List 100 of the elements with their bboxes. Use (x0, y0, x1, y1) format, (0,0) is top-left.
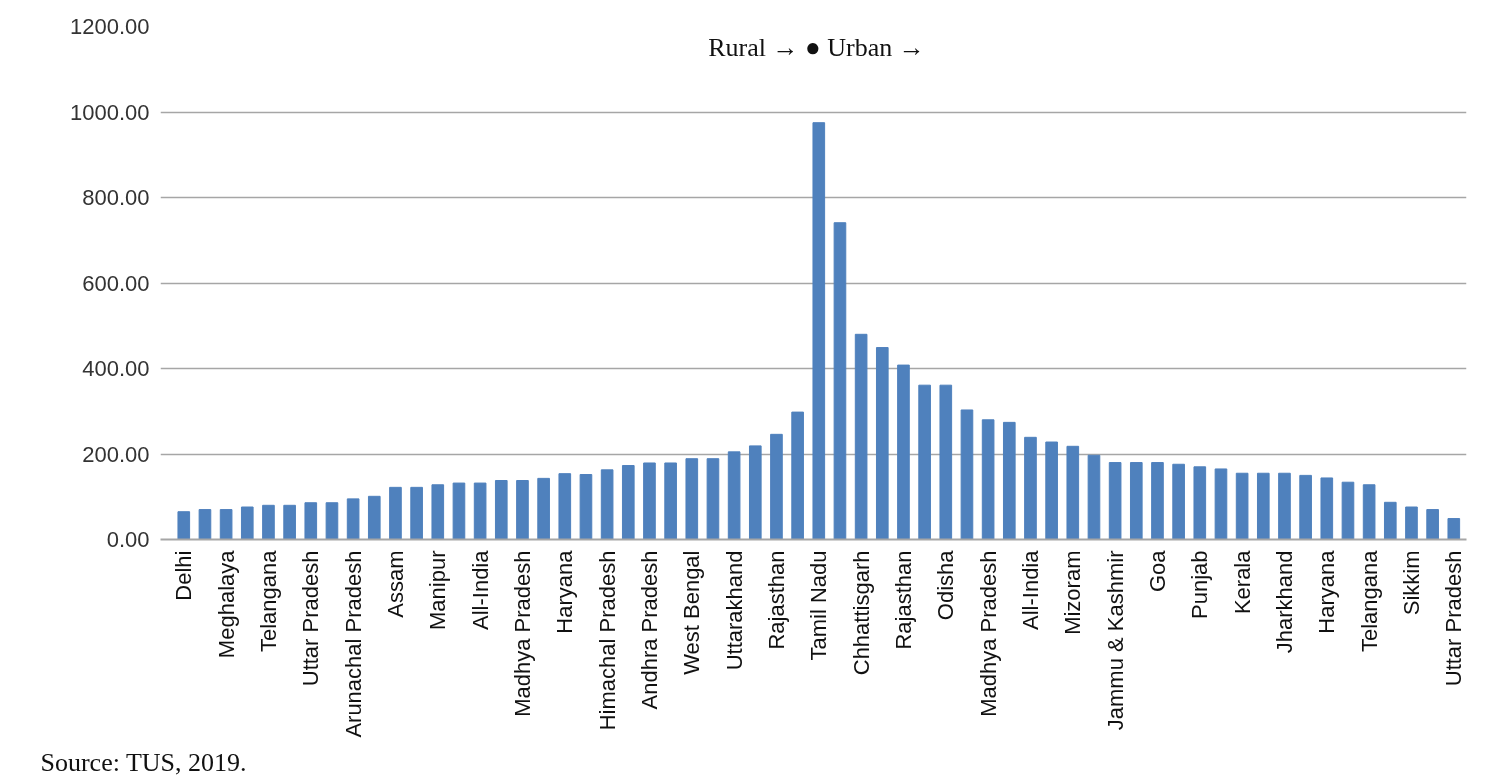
x-tick-label: Madhya Pradesh (509, 550, 535, 717)
bar (494, 480, 508, 540)
bar (1108, 462, 1122, 540)
y-tick-label: 600.00 (82, 270, 150, 296)
bar (240, 506, 254, 540)
x-tick-label: Haryana (1314, 549, 1340, 634)
bar (1151, 462, 1164, 540)
bar (1362, 484, 1376, 540)
bar (1172, 463, 1185, 540)
bar (410, 486, 423, 540)
x-tick-label: Mizoram (1060, 550, 1086, 635)
bar (770, 433, 783, 540)
x-tick-label: Delhi (171, 550, 197, 601)
bar (727, 451, 741, 540)
annotation: Rural → ● Urban → (708, 33, 925, 63)
bar (367, 495, 381, 540)
bar (1129, 462, 1143, 540)
bar (854, 333, 868, 540)
bar (643, 462, 656, 540)
bar (1320, 477, 1334, 540)
x-tick-label: Odisha (933, 549, 959, 621)
bar (262, 504, 275, 540)
bar (558, 473, 572, 540)
bar (981, 419, 995, 540)
bar (1405, 506, 1418, 540)
x-tick-label: Goa (1144, 549, 1170, 593)
bar (431, 484, 445, 540)
bar (304, 502, 318, 540)
bar (791, 411, 804, 540)
x-tick-label: Assam (382, 550, 408, 618)
bar (1341, 481, 1355, 540)
x-tick-label: Jammu & Kashmir (1102, 550, 1128, 731)
y-tick-label: 400.00 (82, 356, 150, 381)
x-tick-label: Chhattisgarh (848, 550, 874, 676)
bar (706, 458, 720, 540)
y-tick-label: 800.00 (82, 185, 150, 210)
bar (621, 465, 635, 540)
bar (283, 504, 296, 540)
bar (1383, 501, 1397, 540)
bar (600, 469, 614, 540)
bar (875, 347, 889, 540)
x-tick-label: Madhya Pradesh (975, 550, 1001, 717)
bar (177, 511, 191, 540)
x-tick-label: Rajasthan (763, 550, 789, 650)
x-tick-label: West Bengal (679, 550, 705, 675)
x-tick-label: Himachal Pradesh (594, 550, 620, 731)
y-tick-label: 200.00 (82, 441, 150, 467)
bar (833, 222, 847, 540)
x-tick-label: Rajasthan (890, 550, 916, 650)
x-tick-label: Uttarakhand (721, 550, 747, 671)
y-tick-label: 0.00 (106, 527, 150, 552)
bar (812, 122, 826, 540)
bar (918, 384, 931, 540)
x-tick-label: All-India (1017, 549, 1043, 630)
x-tick-label: Andhra Pradesh (636, 550, 662, 710)
x-tick-label: Manipur (425, 550, 451, 630)
x-tick-label: Arunachal Pradesh (340, 550, 366, 738)
x-tick-label: Telangana (255, 549, 281, 653)
bar (1193, 466, 1207, 540)
bar (1087, 454, 1101, 540)
y-tick-label: 1200.00 (69, 14, 150, 39)
bar (1278, 472, 1291, 540)
bar (389, 486, 402, 540)
bar (664, 462, 677, 540)
bar (219, 509, 233, 540)
bar (537, 477, 550, 540)
bar (960, 409, 974, 540)
bar (473, 482, 487, 540)
bar (897, 364, 910, 540)
x-tick-label: Tamil Nadu (806, 550, 832, 661)
x-tick-label: Haryana (552, 549, 578, 634)
bar (198, 509, 212, 540)
bar (1447, 518, 1461, 540)
bar (516, 480, 529, 540)
x-tick-label: Meghalaya (213, 549, 239, 659)
bar (1235, 472, 1249, 540)
x-tick-label: Punjab (1187, 550, 1213, 619)
bar (579, 474, 593, 540)
x-tick-label: Telangana (1356, 549, 1382, 653)
bar (1299, 474, 1312, 540)
x-tick-label: Kerala (1229, 549, 1255, 615)
bar (1214, 468, 1228, 540)
x-tick-label: Jharkhand (1271, 550, 1297, 654)
bar (452, 482, 466, 540)
source-note: Source: TUS, 2019. (40, 747, 247, 777)
bar (1002, 421, 1016, 540)
bar (346, 498, 360, 540)
bar (1045, 441, 1058, 540)
bar (1066, 445, 1080, 540)
x-tick-label: Uttar Pradesh (298, 550, 324, 687)
bar (1426, 509, 1439, 540)
y-tick-label: 1000.00 (69, 99, 150, 125)
bar (1024, 436, 1037, 540)
bar (748, 445, 762, 540)
bar (325, 502, 339, 540)
bar (1256, 472, 1270, 540)
bar (685, 458, 699, 540)
x-tick-label: All-India (467, 549, 493, 630)
x-tick-label: Uttar Pradesh (1441, 550, 1467, 687)
bar (939, 384, 953, 540)
